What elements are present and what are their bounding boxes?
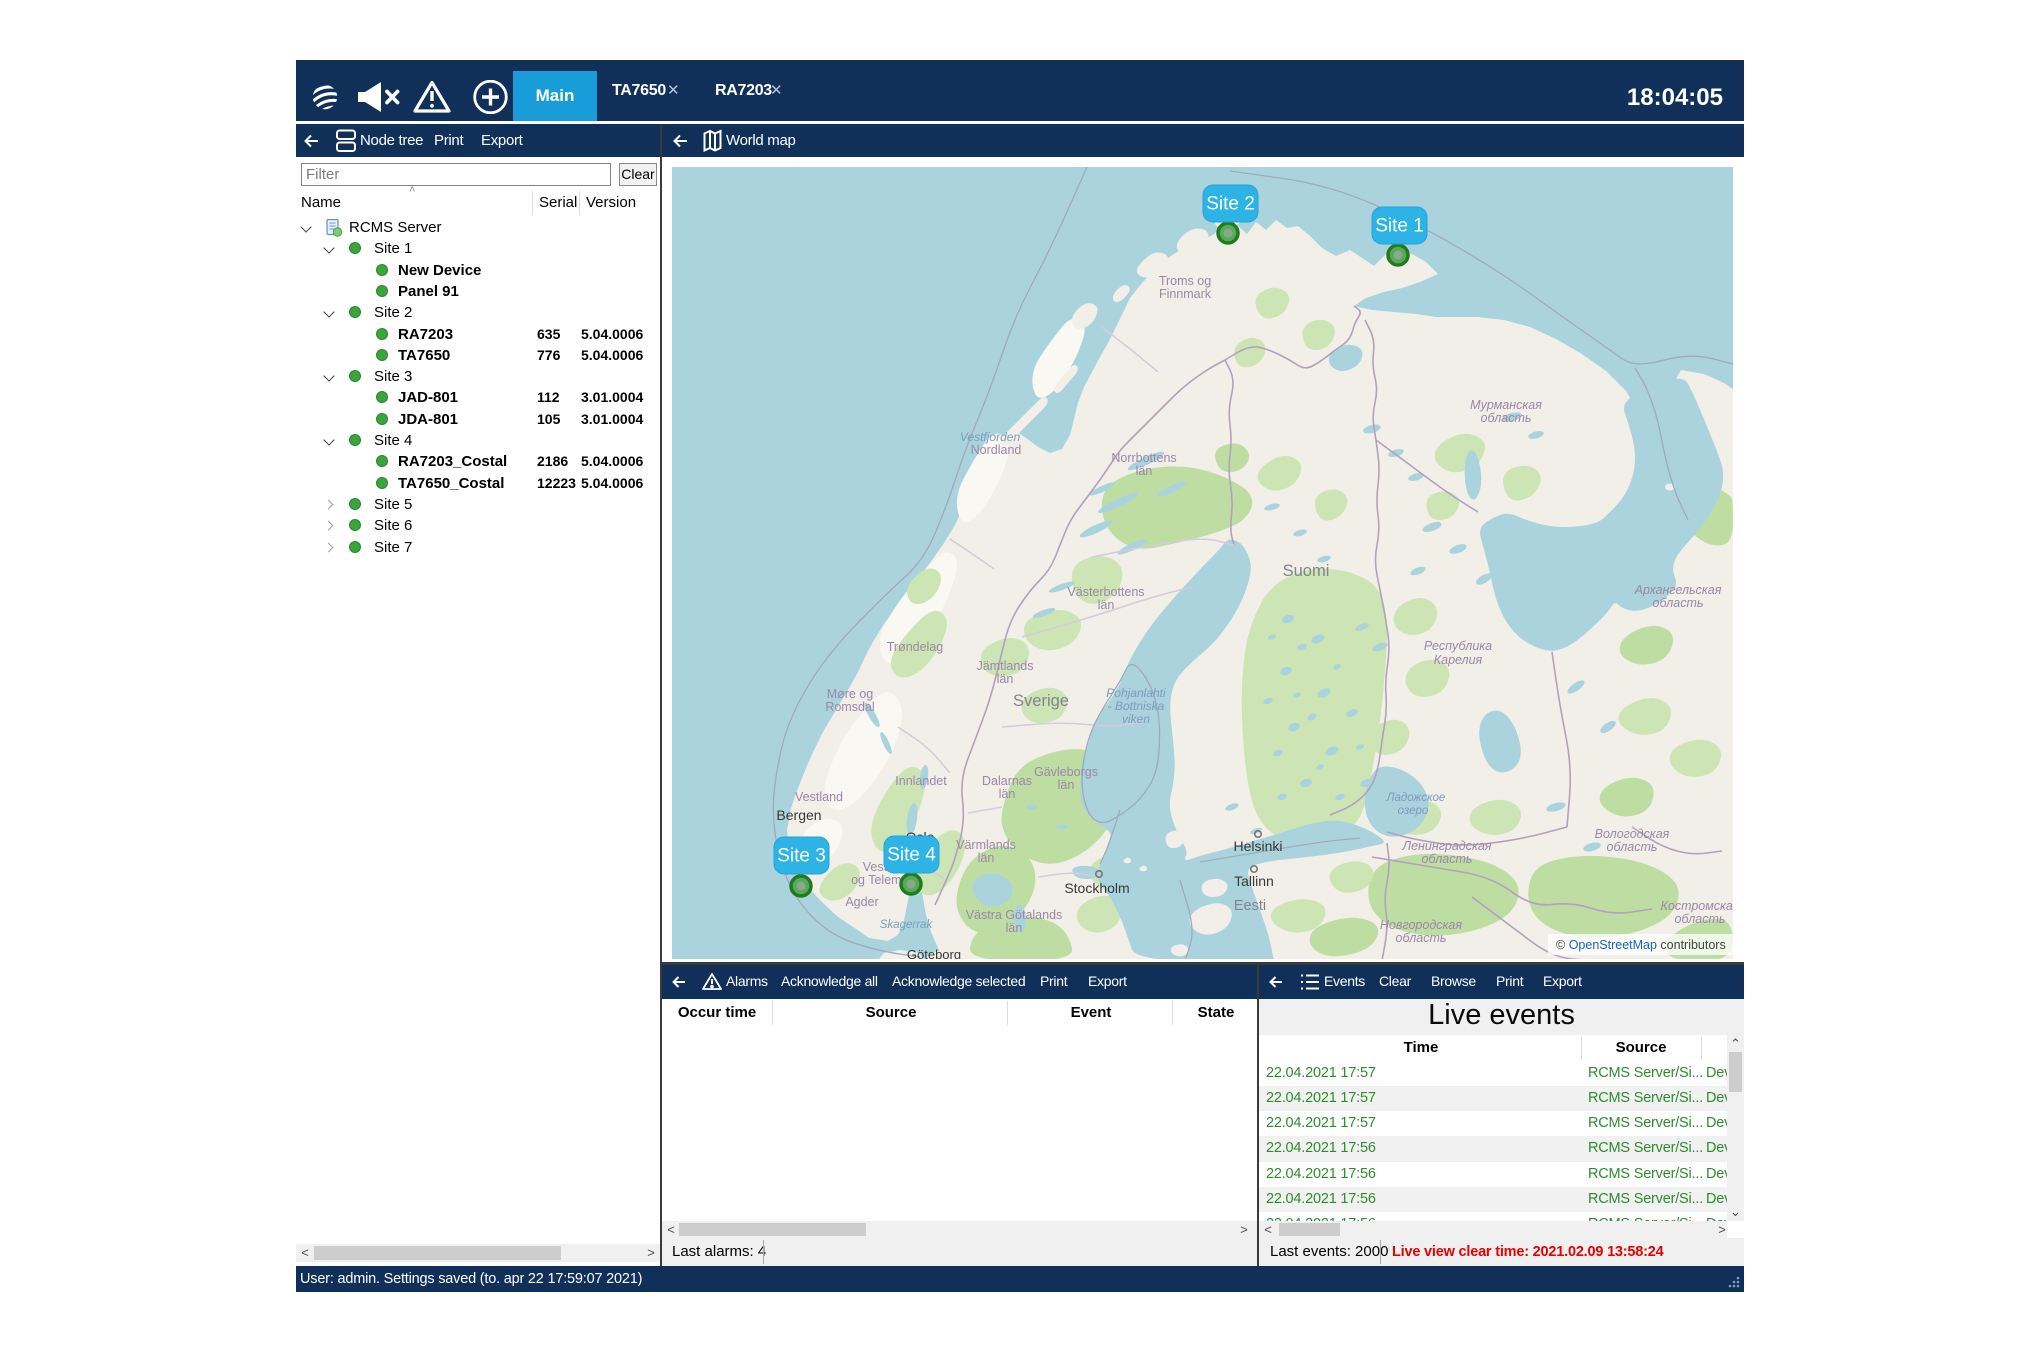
svg-text:область: область	[1675, 912, 1726, 926]
svg-text:Norrbottens: Norrbottens	[1111, 451, 1176, 465]
svg-text:Sverige: Sverige	[1013, 692, 1069, 710]
svg-text:Республика: Республика	[1424, 639, 1492, 653]
svg-text:län: län	[997, 672, 1014, 686]
svg-text:Göteborg: Göteborg	[907, 947, 961, 959]
svg-text:län: län	[1058, 778, 1075, 792]
svg-text:Site 1: Site 1	[1375, 216, 1424, 237]
svg-text:Agder: Agder	[845, 895, 878, 909]
svg-text:Innlandet: Innlandet	[895, 774, 947, 788]
svg-text:область: область	[1481, 411, 1532, 425]
svg-text:Dalarnas: Dalarnas	[982, 774, 1032, 788]
svg-text:viken: viken	[1122, 712, 1150, 726]
svg-text:Västra Götalands: Västra Götalands	[966, 908, 1063, 922]
svg-text:Romsdal: Romsdal	[825, 700, 874, 714]
svg-text:Finnmark: Finnmark	[1159, 287, 1212, 301]
svg-text:область: область	[1653, 596, 1704, 610]
svg-text:Pohjanlahti: Pohjanlahti	[1106, 686, 1166, 700]
svg-text:© OpenStreetMap contributors: © OpenStreetMap contributors	[1556, 938, 1726, 952]
svg-text:Møre og: Møre og	[827, 687, 874, 701]
svg-text:Site 3: Site 3	[777, 846, 826, 867]
svg-text:län: län	[1098, 598, 1115, 612]
svg-text:Stockholm: Stockholm	[1064, 880, 1129, 896]
svg-text:Костромская: Костромская	[1661, 899, 1733, 913]
svg-text:Jämtlands: Jämtlands	[977, 659, 1034, 673]
svg-text:Skagerrak: Skagerrak	[880, 919, 934, 931]
svg-text:Vestland: Vestland	[795, 790, 843, 804]
svg-text:Архангельская: Архангельская	[1634, 583, 1722, 597]
svg-text:Troms og: Troms og	[1159, 274, 1211, 288]
svg-text:län: län	[978, 851, 995, 865]
svg-text:- Bottniska: - Bottniska	[1108, 699, 1165, 713]
svg-text:Trøndelag: Trøndelag	[887, 640, 944, 654]
svg-text:Мурманская: Мурманская	[1470, 398, 1542, 412]
svg-text:Nordland: Nordland	[971, 443, 1022, 457]
svg-text:область: область	[1607, 840, 1658, 854]
svg-text:Site 4: Site 4	[887, 845, 936, 866]
svg-text:Värmlands: Värmlands	[956, 838, 1016, 852]
svg-text:län: län	[1136, 464, 1153, 478]
svg-text:Tallinn: Tallinn	[1234, 873, 1274, 889]
svg-text:Eesti: Eesti	[1234, 898, 1266, 914]
svg-text:Helsinki: Helsinki	[1233, 838, 1282, 854]
svg-text:Vestfjorden: Vestfjorden	[960, 430, 1021, 444]
svg-text:län: län	[999, 787, 1016, 801]
svg-text:Ленинградская: Ленинградская	[1402, 839, 1492, 853]
svg-text:Västerbottens: Västerbottens	[1067, 585, 1144, 599]
svg-text:область: область	[1422, 852, 1473, 866]
svg-text:Вологодская: Вологодская	[1595, 827, 1670, 841]
svg-text:Site 2: Site 2	[1206, 194, 1255, 215]
svg-text:область: область	[1396, 931, 1447, 945]
svg-text:Gävleborgs: Gävleborgs	[1034, 765, 1098, 779]
svg-text:län: län	[1006, 921, 1023, 935]
svg-text:Карелия: Карелия	[1434, 653, 1483, 667]
svg-text:Bergen: Bergen	[776, 807, 821, 823]
svg-text:Suomi: Suomi	[1283, 562, 1330, 580]
svg-text:озеро: озеро	[1398, 805, 1429, 817]
svg-text:Новгородская: Новгородская	[1380, 918, 1462, 932]
svg-text:Ладожское: Ладожское	[1386, 792, 1446, 804]
